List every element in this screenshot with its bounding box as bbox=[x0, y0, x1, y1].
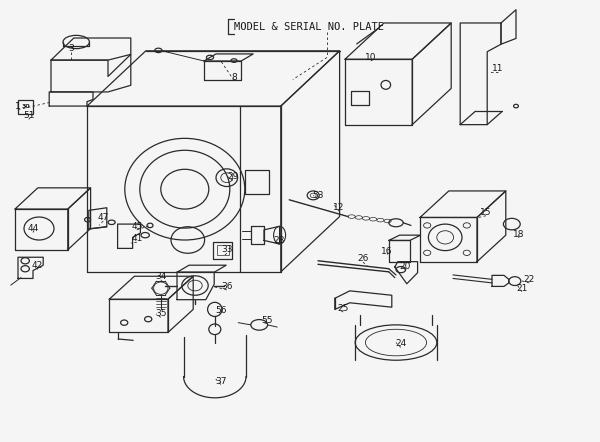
Text: 33: 33 bbox=[221, 245, 233, 254]
Text: 55: 55 bbox=[261, 316, 273, 325]
Text: 16: 16 bbox=[381, 247, 393, 255]
Text: 20: 20 bbox=[400, 262, 410, 271]
Text: 3: 3 bbox=[68, 44, 74, 53]
Text: 35: 35 bbox=[155, 309, 167, 318]
Bar bbox=[18, 100, 33, 114]
Text: 28: 28 bbox=[274, 236, 284, 245]
Bar bbox=[217, 245, 229, 255]
Text: 11: 11 bbox=[492, 64, 504, 73]
Text: 47: 47 bbox=[98, 213, 109, 222]
Text: 45: 45 bbox=[131, 222, 142, 231]
Text: 56: 56 bbox=[215, 306, 227, 315]
Text: 24: 24 bbox=[395, 339, 406, 348]
Text: 26: 26 bbox=[358, 254, 368, 263]
Bar bbox=[245, 170, 269, 194]
Text: 44: 44 bbox=[28, 225, 38, 233]
Text: 10: 10 bbox=[365, 53, 377, 62]
Text: 18: 18 bbox=[513, 230, 525, 239]
Text: 41: 41 bbox=[131, 234, 142, 243]
Text: 36: 36 bbox=[221, 282, 233, 291]
Text: 22: 22 bbox=[524, 275, 535, 284]
Text: 51: 51 bbox=[23, 111, 35, 120]
Text: 15: 15 bbox=[480, 208, 492, 217]
Text: 30: 30 bbox=[21, 104, 30, 110]
Text: 42: 42 bbox=[32, 261, 43, 270]
Text: 8: 8 bbox=[231, 73, 237, 82]
Text: 29: 29 bbox=[227, 172, 238, 181]
Text: 21: 21 bbox=[517, 284, 527, 293]
Text: 34: 34 bbox=[155, 272, 166, 281]
Text: MODEL & SERIAL NO. PLATE: MODEL & SERIAL NO. PLATE bbox=[234, 22, 384, 31]
Text: 25: 25 bbox=[338, 304, 349, 313]
Text: 37: 37 bbox=[215, 377, 227, 385]
Text: 53: 53 bbox=[312, 191, 324, 200]
Text: 12: 12 bbox=[334, 203, 344, 212]
Text: 1: 1 bbox=[15, 102, 21, 110]
